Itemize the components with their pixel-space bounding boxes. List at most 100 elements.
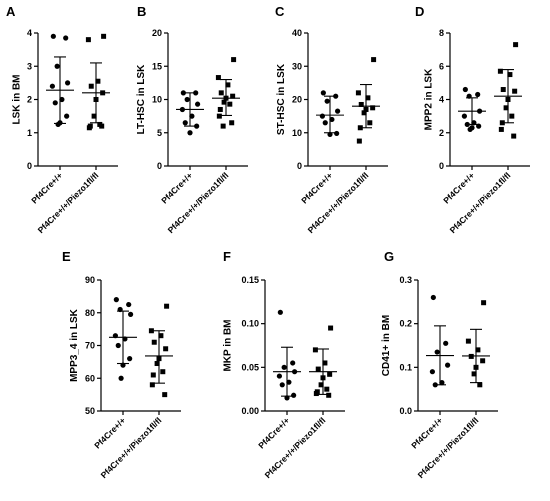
data-point — [223, 95, 229, 101]
data-point — [225, 82, 231, 88]
data-point — [509, 113, 515, 119]
data-point — [52, 100, 58, 106]
data-point — [477, 382, 483, 388]
y-tick-label: 90 — [85, 275, 95, 285]
y-tick-label: 20 — [152, 28, 162, 38]
data-point — [498, 126, 504, 132]
data-point — [55, 121, 61, 128]
data-point — [361, 110, 367, 116]
x-category-label: Pf4Cre+/+/Piezo1fl/fl — [36, 170, 101, 235]
data-point — [475, 347, 481, 353]
data-point — [443, 340, 449, 346]
x-category-label: Pf4Cre+/+ — [299, 170, 334, 205]
data-point — [320, 375, 326, 381]
series-control — [176, 90, 204, 136]
data-point — [65, 80, 71, 86]
data-point — [363, 106, 369, 112]
data-point — [230, 93, 236, 99]
data-point — [127, 356, 133, 362]
y-tick-label: 10 — [292, 128, 302, 138]
data-point — [357, 125, 363, 131]
data-point — [187, 130, 193, 136]
x-category-label: Pf4Cre+/+/Piezo1fl/fl — [99, 415, 164, 480]
data-point — [220, 123, 226, 129]
data-point — [100, 90, 106, 96]
data-point — [511, 133, 517, 139]
data-point — [101, 33, 107, 39]
data-point — [160, 369, 166, 375]
data-point — [122, 336, 128, 342]
y-axis-label: LT-HSC in LSK — [136, 64, 147, 135]
data-point — [277, 309, 283, 315]
data-point — [221, 99, 227, 105]
data-point — [154, 361, 160, 367]
data-point — [499, 120, 505, 126]
data-point — [497, 68, 503, 74]
data-point — [64, 113, 70, 119]
y-tick-label: 15 — [152, 61, 162, 71]
data-point — [335, 108, 341, 114]
data-point — [180, 90, 186, 96]
x-category-label: Pf4Cre+/+ — [92, 415, 127, 450]
panel-letter: E — [62, 249, 71, 264]
data-point — [313, 391, 319, 397]
data-point — [86, 125, 92, 131]
series-knockout — [212, 57, 240, 129]
y-tick-label: 40 — [292, 28, 302, 38]
data-point — [471, 120, 477, 126]
data-point — [326, 392, 332, 398]
panel-letter: C — [275, 4, 285, 19]
data-point — [334, 130, 340, 137]
panel-letter: B — [137, 4, 146, 19]
series-knockout — [309, 325, 337, 398]
data-point — [324, 386, 330, 392]
data-point — [312, 347, 318, 353]
data-point — [462, 86, 468, 93]
data-point — [149, 382, 155, 388]
series-control — [316, 90, 344, 138]
y-tick-label: 0.0 — [399, 406, 412, 416]
data-point — [512, 88, 518, 94]
data-point — [292, 369, 298, 375]
data-point — [429, 369, 435, 375]
y-tick-label: 0.05 — [241, 362, 259, 372]
panel-a: A 0 1 2 3 4 LSK in BM Pf4Cre+/+Pf4Cre+/+/Piezo1… — [6, 4, 118, 235]
data-point — [432, 382, 438, 388]
y-tick-label: 8 — [439, 28, 444, 38]
data-point — [189, 113, 195, 119]
data-point — [193, 90, 199, 96]
x-category-label: Pf4Cre+/+ — [29, 170, 64, 205]
data-point — [95, 78, 101, 84]
y-tick-label: 0.2 — [399, 319, 412, 329]
data-point — [227, 101, 233, 107]
data-point — [320, 90, 326, 96]
y-axis-label: CD41+ in BM — [381, 315, 392, 376]
data-point — [466, 93, 472, 99]
y-tick-label: 0 — [157, 161, 162, 171]
data-point — [319, 113, 325, 119]
data-point — [461, 113, 467, 119]
data-point — [507, 72, 513, 78]
data-point — [356, 138, 362, 144]
panel-g: G 0.0 0.1 0.2 0.3 CD41+ in BM Pf4Cre+/+Pf4Cre+… — [381, 249, 498, 480]
panel-letter: D — [415, 4, 424, 19]
data-point — [481, 300, 487, 306]
panel-letter: G — [384, 249, 394, 264]
y-tick-label: 0.15 — [241, 275, 259, 285]
y-tick-label: 0.00 — [241, 406, 259, 416]
y-tick-label: 20 — [292, 95, 302, 105]
data-point — [54, 63, 60, 69]
data-point — [50, 33, 56, 39]
data-point — [150, 372, 156, 378]
data-point — [184, 96, 190, 103]
data-point — [505, 97, 511, 102]
data-point — [371, 57, 377, 63]
data-point — [162, 392, 168, 398]
y-tick-label: 4 — [439, 95, 444, 105]
y-tick-label: 60 — [85, 373, 95, 383]
y-tick-label: 0.1 — [399, 362, 412, 372]
series-knockout — [145, 303, 173, 398]
data-point — [91, 113, 97, 119]
data-point — [120, 362, 126, 368]
